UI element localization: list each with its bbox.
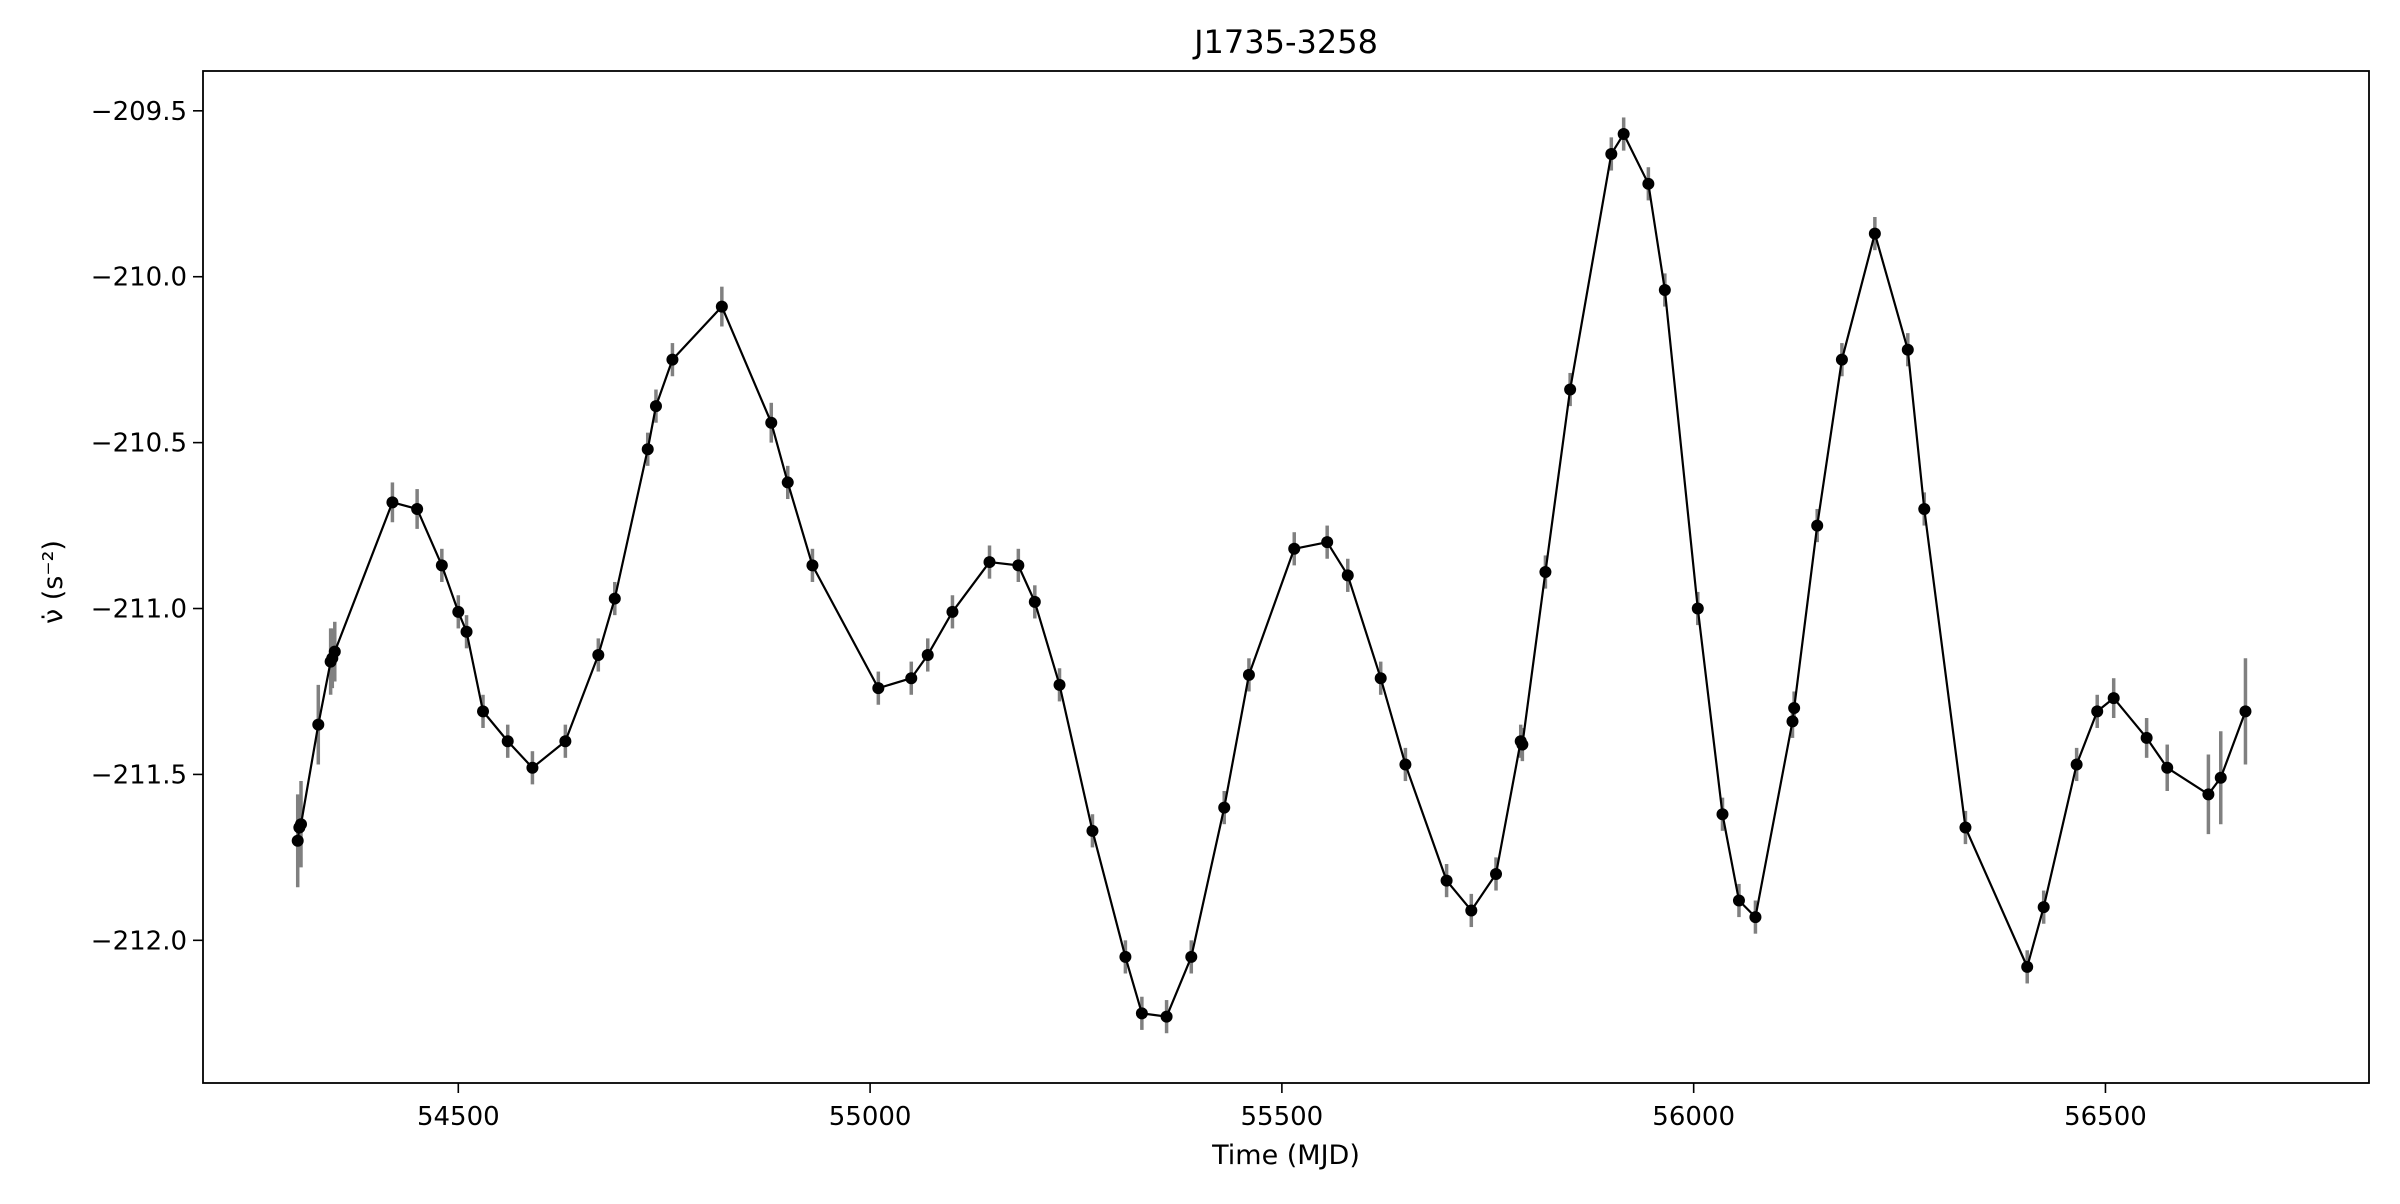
x-tick-label: 54500 [417,1102,500,1132]
data-point [1028,595,1041,608]
data-point [1539,566,1552,579]
data-point [452,605,465,618]
x-tick-label: 56000 [1652,1102,1735,1132]
data-point [641,443,654,456]
data-point [592,648,605,661]
data-point [2107,692,2120,705]
data-point [1691,602,1704,615]
x-axis-ticks: 54500 55000 55500 56000 56500 [417,1083,2147,1132]
data-point [1218,801,1231,814]
y-tick-label: −211.0 [91,595,187,625]
chart-title: J1735-3258 [1192,23,1378,61]
y-tick-label: −212.0 [91,926,187,956]
data-point [1788,702,1801,715]
x-tick-label: 55500 [1241,1102,1324,1132]
data-point [1490,867,1503,880]
data-point [1901,343,1914,356]
data-point [2214,771,2227,784]
data-point [1918,502,1931,515]
data-point [312,718,325,731]
data-point [1086,824,1099,837]
data-point [1012,559,1025,572]
data-point [649,400,662,413]
data-point [1242,668,1255,681]
data-point [477,705,490,718]
data-point [2070,758,2083,771]
data-point [781,476,794,489]
x-tick-label: 56500 [2064,1102,2147,1132]
data-point [386,496,399,509]
y-tick-label: −209.5 [91,97,187,127]
data-point [2239,705,2252,718]
data-point [1716,808,1729,821]
data-point [2140,731,2153,744]
data-point [1185,950,1198,963]
data-point [2202,788,2215,801]
data-point [715,300,728,313]
data-point [2091,705,2104,718]
data-point [559,735,572,748]
data-point [946,605,959,618]
data-point [1341,569,1354,582]
data-point [1399,758,1412,771]
data-point [1135,1007,1148,1020]
data-point [1053,678,1066,691]
series-line [296,132,2247,1018]
data-point [411,502,424,515]
data-point [872,682,885,695]
data-point [1516,738,1529,751]
data-point [1749,911,1762,924]
data-point [1465,904,1478,917]
data-point [1374,672,1387,685]
y-axis-ticks: −209.5 −210.0 −210.5 −211.0 −211.5 −212.0 [91,97,203,956]
data-point [1605,147,1618,160]
data-point [1440,874,1453,887]
data-point [1564,383,1577,396]
y-tick-label: −210.5 [91,429,187,459]
data-point [526,761,539,774]
data-point [921,648,934,661]
data-point [1321,536,1334,549]
data-point [1119,950,1132,963]
data-point [435,559,448,572]
data-point [460,625,473,638]
data-point [1617,128,1630,141]
data-point [1868,227,1881,240]
data-point [1811,519,1824,532]
data-point [765,416,778,429]
plot-frame [202,70,2370,1084]
y-tick-label: −210.0 [91,263,187,293]
data-point [1835,353,1848,366]
x-axis-label: Time (MJD) [1211,1140,1360,1171]
data-point [1160,1010,1173,1023]
data-point [1288,542,1301,555]
error-bars [295,117,2248,1034]
data-point [608,592,621,605]
y-axis-label: ν̇ (s⁻²) [38,540,69,624]
data-point [1642,177,1655,190]
data-point [2021,960,2034,973]
data-point [806,559,819,572]
series-line-group [296,132,2247,1018]
data-point [295,818,308,831]
data-point [666,353,679,366]
data-markers [291,128,2252,1023]
data-point [291,834,304,847]
data-point [2037,901,2050,914]
data-point [1732,894,1745,907]
data-point [1658,283,1671,296]
y-tick-label: −211.5 [91,760,187,790]
data-point [1959,821,1972,834]
data-point [2161,761,2174,774]
data-point [501,735,514,748]
x-tick-label: 55000 [829,1102,912,1132]
data-point [1786,715,1799,728]
data-point [905,672,918,685]
data-point [983,556,996,569]
data-point [328,645,341,658]
